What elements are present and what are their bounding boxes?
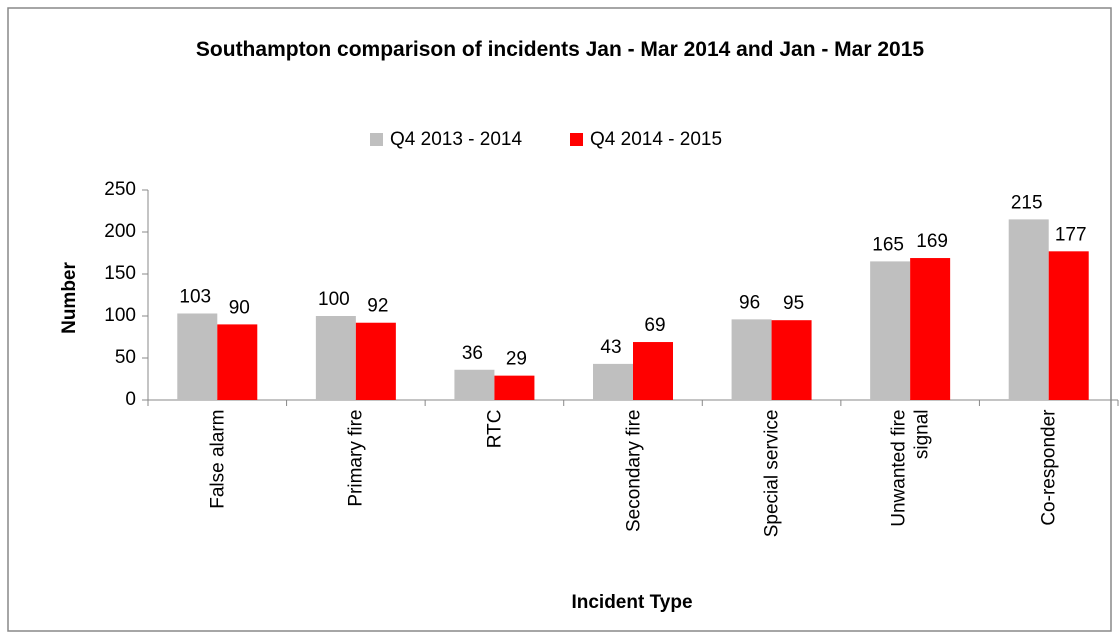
- y-tick-label: 150: [104, 263, 136, 284]
- value-label: 169: [916, 231, 948, 252]
- x-tick-label: Co-responder: [1038, 409, 1060, 526]
- value-label: 36: [462, 343, 483, 364]
- bar: [217, 324, 258, 400]
- value-label: 92: [367, 296, 388, 317]
- bar: [593, 363, 633, 400]
- bar: [355, 322, 396, 400]
- x-tick-label: Special service: [761, 409, 783, 538]
- value-label: 177: [1055, 224, 1087, 245]
- x-tick-label: False alarm: [206, 409, 228, 509]
- value-label: 165: [872, 234, 904, 255]
- y-tick-label: 0: [125, 389, 136, 410]
- bar: [910, 258, 951, 400]
- bar: [1048, 251, 1089, 400]
- y-axis-title: Number: [59, 262, 80, 334]
- y-tick-label: 250: [104, 179, 136, 200]
- legend-swatch: [370, 133, 383, 146]
- y-tick-label: 200: [104, 221, 136, 242]
- chart-title: Southampton comparison of incidents Jan …: [195, 38, 925, 61]
- value-label: 95: [783, 293, 804, 314]
- bar: [771, 320, 812, 400]
- value-label: 29: [506, 349, 527, 370]
- x-tick-label: Unwanted fire signal: [888, 409, 933, 527]
- value-label: 100: [318, 289, 350, 310]
- legend-label: Q4 2013 - 2014: [390, 129, 522, 150]
- value-label: 96: [739, 292, 760, 313]
- y-tick-label: 100: [104, 305, 136, 326]
- bar: [177, 313, 218, 400]
- x-tick-label: Secondary fire: [622, 409, 644, 533]
- y-tick-label: 50: [115, 347, 136, 368]
- bar: [1008, 219, 1049, 400]
- bar: [731, 319, 772, 400]
- bar: [454, 369, 495, 400]
- legend-swatch: [570, 133, 583, 146]
- x-tick-label: RTC: [483, 409, 505, 449]
- value-label: 69: [644, 315, 665, 336]
- bar: [870, 261, 911, 400]
- bar: [315, 316, 356, 400]
- legend-label: Q4 2014 - 2015: [590, 129, 722, 150]
- value-label: 43: [600, 337, 621, 358]
- value-label: 215: [1011, 192, 1043, 213]
- x-tick-label: Primary fire: [345, 409, 367, 507]
- bar: [494, 375, 535, 400]
- value-label: 103: [179, 286, 211, 307]
- value-label: 90: [229, 297, 250, 318]
- x-axis-title: Incident Type: [571, 592, 692, 613]
- bar: [633, 342, 673, 400]
